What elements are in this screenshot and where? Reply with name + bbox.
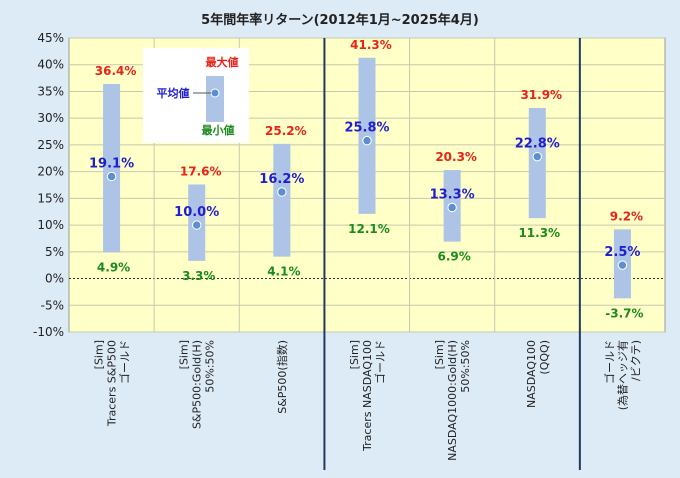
min-value-label: 12.1%: [348, 222, 390, 236]
range-bar: [103, 83, 121, 253]
x-category-line: Tracers S&P500: [106, 340, 119, 427]
min-value-label: 3.3%: [182, 269, 215, 283]
avg-value-label: 19.1%: [89, 156, 134, 171]
x-category-line: /ビクテ): [629, 340, 642, 381]
range-bar: [528, 108, 546, 219]
x-category-label: S&P500(指数): [275, 340, 289, 414]
max-value-label: 20.3%: [435, 150, 477, 164]
max-value-label: 17.6%: [180, 164, 222, 178]
legend-min-label: 最小値: [202, 123, 235, 137]
range-bar: [358, 57, 376, 214]
x-category-line: (QQQ): [538, 340, 551, 375]
x-category-line: NASDAQ1000:Gold(H): [446, 340, 459, 461]
legend: 最大値 平均値 最小値: [143, 48, 249, 143]
x-category-label: [Sim] NASDAQ1000:Gold(H) 50%:50%: [433, 340, 472, 461]
y-tick-label: 20%: [37, 165, 64, 179]
avg-point: [617, 260, 628, 270]
range-bar: [273, 143, 291, 257]
avg-value-label: 2.5%: [604, 245, 640, 260]
legend-avg-label: 平均値: [157, 86, 190, 100]
min-value-label: 4.1%: [267, 265, 300, 279]
y-tick-label: 45%: [37, 31, 64, 45]
legend-max-label: 最大値: [206, 55, 239, 69]
y-tick-label: 25%: [37, 138, 64, 152]
x-category-label: [Sim] S&P500:Gold(H) 50%:50%: [178, 340, 217, 429]
range-bars: [103, 57, 631, 299]
max-value-label: 36.4%: [95, 64, 137, 78]
legend-avg-dot: [210, 88, 220, 98]
max-value-label: 31.9%: [520, 88, 562, 102]
y-tick-label: 40%: [37, 58, 64, 72]
avg-point: [277, 187, 287, 197]
avg-value-label: 22.8%: [515, 137, 560, 152]
avg-point: [362, 135, 372, 146]
x-category-line: 50%:50%: [204, 340, 217, 393]
y-tick-label: 35%: [37, 84, 64, 98]
x-category-line: (為替ヘッジ有: [615, 340, 629, 410]
x-axis: [Sim] Tracers S&P500 ゴールド [Sim] S&P500:Gold(…: [93, 340, 643, 461]
max-value-label: 25.2%: [265, 124, 307, 138]
x-category-line: Tracers NASDAQ100: [361, 340, 374, 452]
y-tick-label: 10%: [37, 218, 64, 232]
x-category-line: NASDAQ100: [525, 340, 538, 408]
avg-point: [532, 151, 542, 162]
y-tick-label: -10%: [33, 325, 64, 339]
chart-title: 5年間年率リターン(2012年1月~2025年4月): [201, 12, 479, 28]
x-category-line: [Sim]: [433, 340, 446, 369]
y-tick-label: -5%: [41, 298, 64, 312]
avg-value-label: 16.2%: [259, 172, 304, 187]
y-tick-label: 30%: [37, 111, 64, 125]
data-labels: 36.4% 19.1% 4.9% 17.6% 10.0% 3.3% 25.2% 16.2% 4.…: [89, 38, 644, 321]
legend-range-bar: [206, 76, 224, 122]
min-value-label: -3.7%: [605, 306, 643, 320]
avg-value-label: 13.3%: [430, 187, 475, 202]
avg-point: [192, 220, 202, 230]
y-tick-label: 5%: [45, 245, 64, 259]
x-category-line: [Sim]: [93, 340, 106, 369]
min-value-label: 11.3%: [518, 226, 560, 240]
x-category-line: S&P500:Gold(H): [191, 340, 204, 429]
x-category-label: NASDAQ100 (QQQ): [525, 340, 551, 408]
y-tick-label: 15%: [37, 191, 64, 205]
x-category-line: 50%:50%: [459, 340, 472, 393]
avg-point: [447, 202, 457, 213]
min-value-label: 4.9%: [97, 260, 130, 274]
x-category-label: [Sim] Tracers S&P500 ゴールド: [93, 340, 132, 427]
avg-value-label: 10.0%: [174, 205, 219, 220]
max-value-label: 9.2%: [610, 209, 643, 223]
x-category-line: S&P500(指数): [275, 340, 289, 414]
x-category-line: [Sim]: [348, 340, 361, 369]
x-category-line: ゴールド: [373, 340, 387, 384]
x-category-line: [Sim]: [178, 340, 191, 369]
x-category-label: ゴールド (為替ヘッジ有/ビクテ): [602, 340, 642, 410]
legend-box: [143, 48, 249, 143]
max-value-label: 41.3%: [350, 38, 392, 52]
x-category-line: ゴールド: [602, 340, 616, 384]
x-category-line: ゴールド: [118, 340, 132, 384]
avg-value-label: 25.8%: [344, 121, 389, 136]
y-tick-label: 0%: [45, 272, 64, 286]
min-value-label: 6.9%: [438, 250, 471, 264]
x-category-label: [Sim] Tracers NASDAQ100 ゴールド: [348, 340, 387, 452]
y-axis: -10% -5% 0% 5% 10% 15% 20% 25% 30% 35% 40% 45%: [33, 31, 64, 339]
avg-point: [106, 171, 117, 182]
group-separators: [323, 38, 581, 470]
